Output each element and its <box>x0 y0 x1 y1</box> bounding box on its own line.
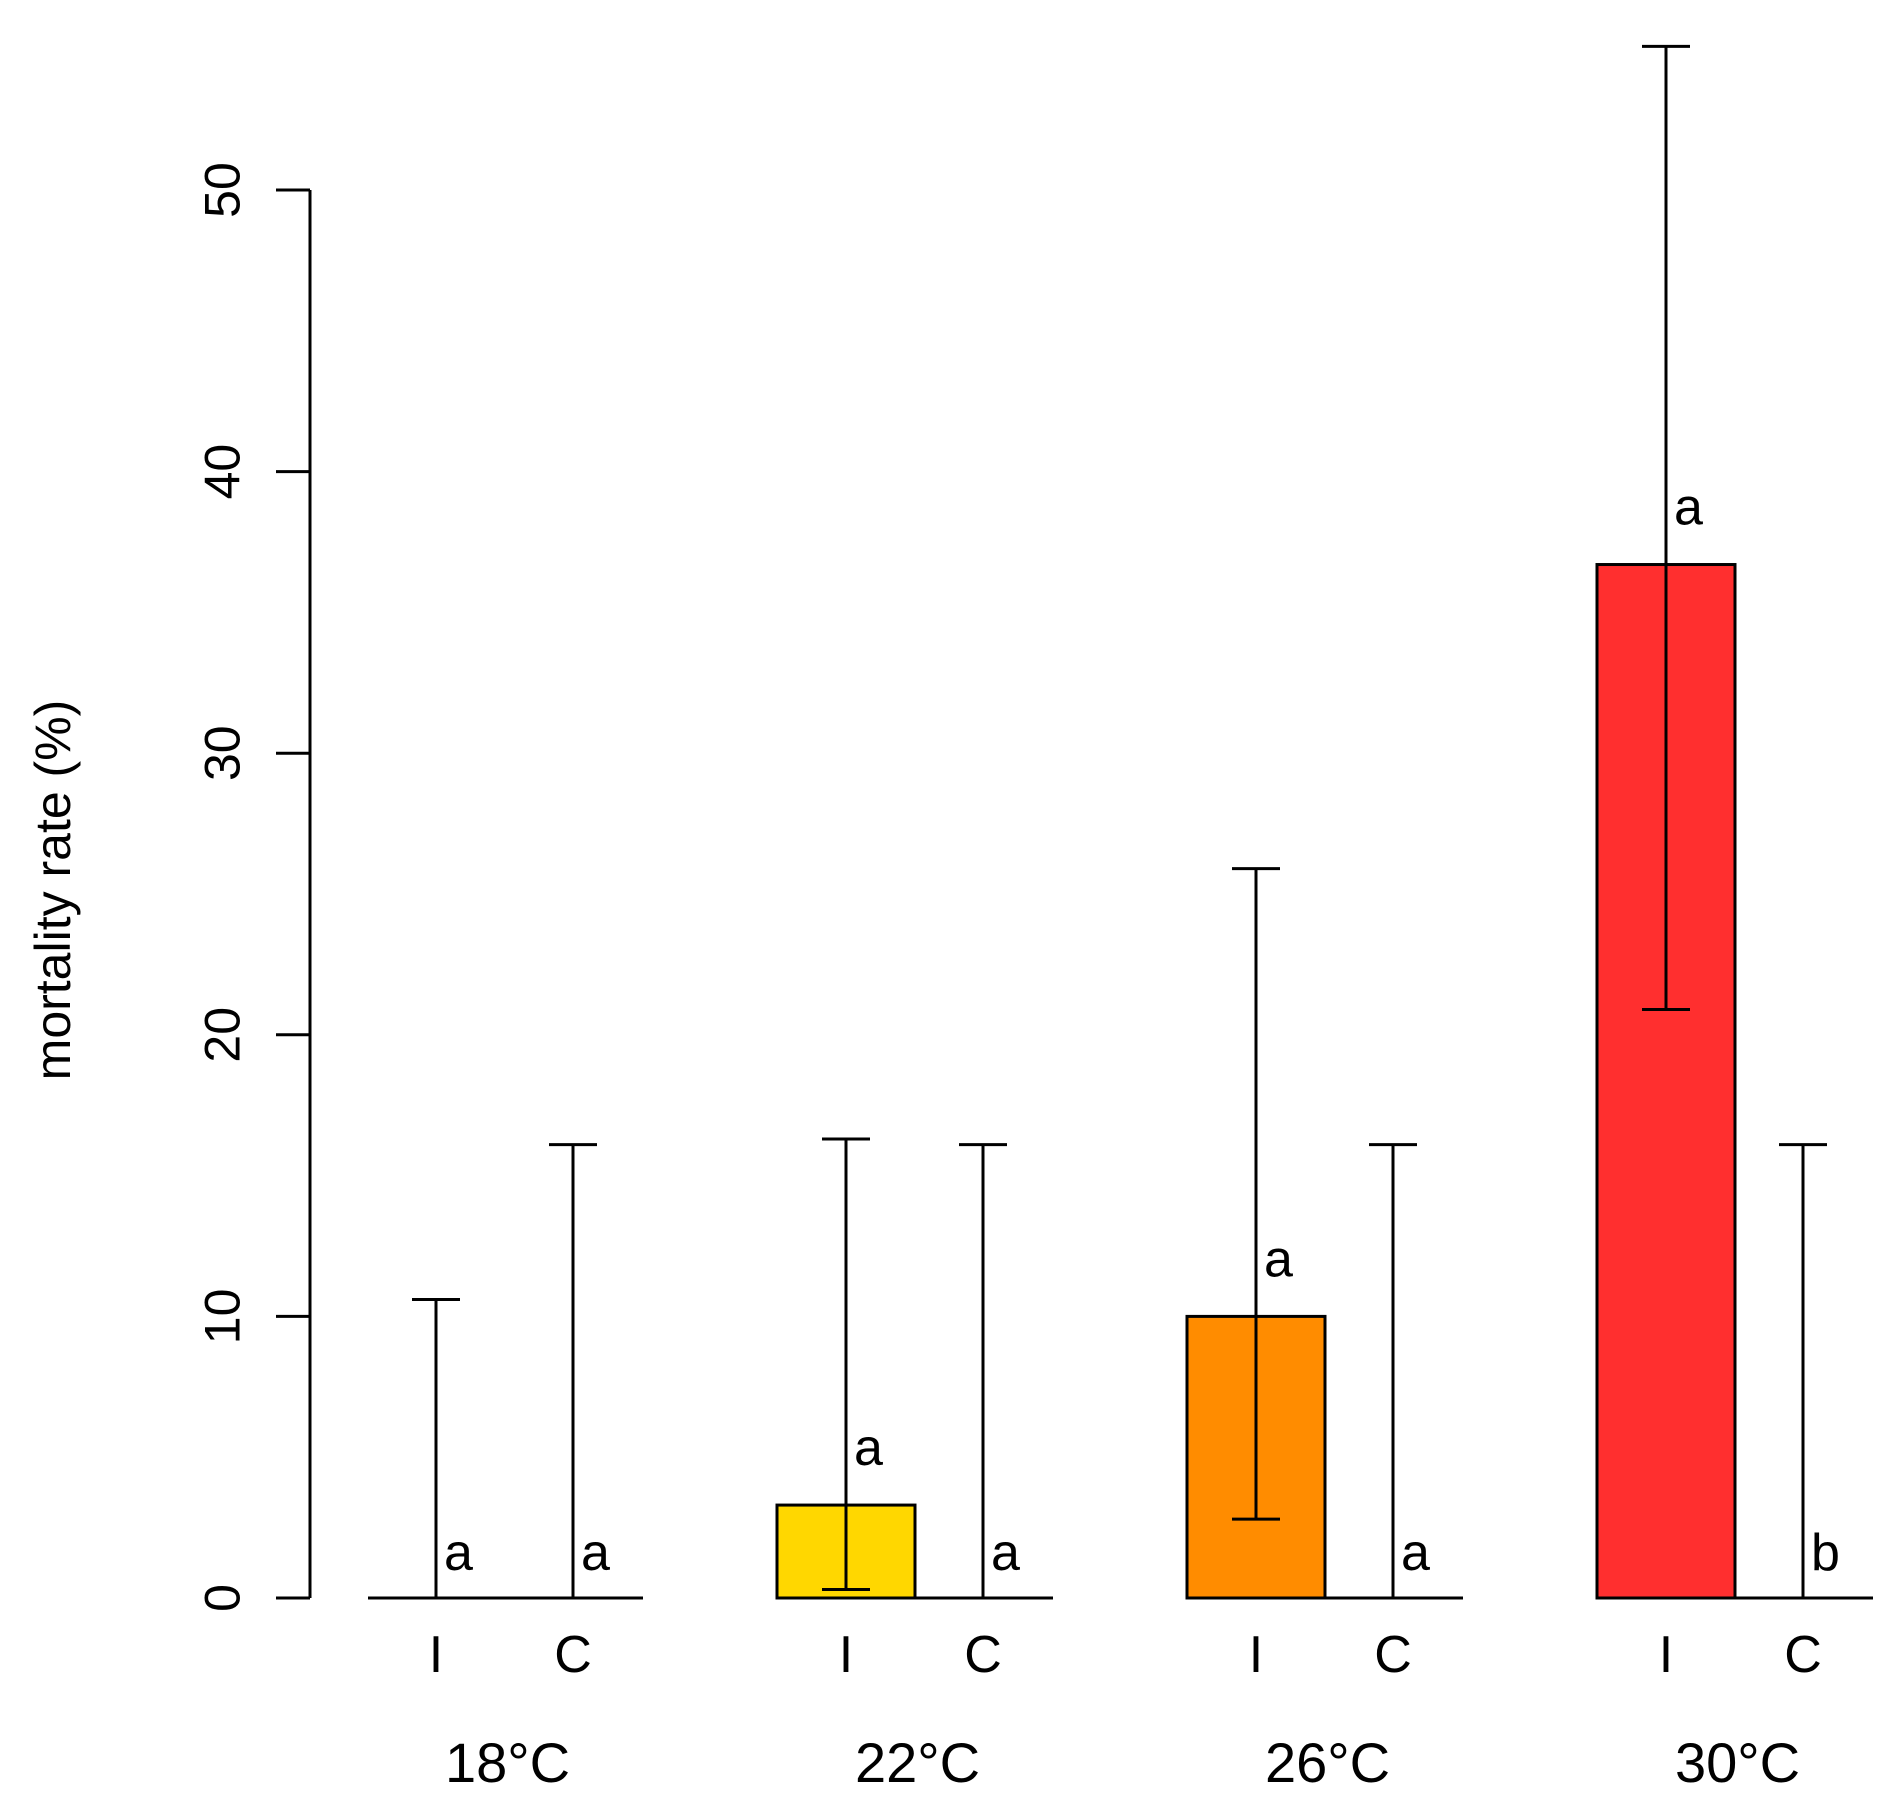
y-tick-label: 40 <box>195 444 251 500</box>
temperature-label: 18°C <box>445 1731 570 1794</box>
significance-letter: a <box>581 1524 610 1582</box>
significance-letter: a <box>1674 479 1703 537</box>
category-label: I <box>1249 1626 1263 1684</box>
y-tick-label: 0 <box>195 1584 251 1612</box>
significance-letter: a <box>1264 1230 1293 1288</box>
significance-letter: b <box>1811 1524 1840 1582</box>
category-label: C <box>964 1626 1002 1684</box>
y-tick-label: 20 <box>195 1007 251 1063</box>
significance-letter: a <box>444 1524 473 1582</box>
temperature-label: 30°C <box>1675 1731 1800 1794</box>
category-label: C <box>1374 1626 1412 1684</box>
category-label: I <box>429 1626 443 1684</box>
category-label: C <box>554 1626 592 1684</box>
category-label: I <box>839 1626 853 1684</box>
y-axis: 0 10 20 30 40 50 <box>195 162 312 1612</box>
y-axis-label: mortality rate (%) <box>25 700 81 1081</box>
significance-letter: a <box>1401 1524 1430 1582</box>
category-label: I <box>1659 1626 1673 1684</box>
y-tick-label: 10 <box>195 1289 251 1345</box>
y-tick-label: 30 <box>195 725 251 781</box>
category-label: C <box>1784 1626 1822 1684</box>
bar-group-30C: a IbC 30°C <box>1595 44 1873 1794</box>
temperature-label: 22°C <box>855 1731 980 1794</box>
significance-letter: a <box>854 1419 883 1477</box>
temperature-label: 26°C <box>1265 1731 1390 1794</box>
y-tick-label: 50 <box>195 162 251 218</box>
significance-letter: a <box>991 1524 1020 1582</box>
